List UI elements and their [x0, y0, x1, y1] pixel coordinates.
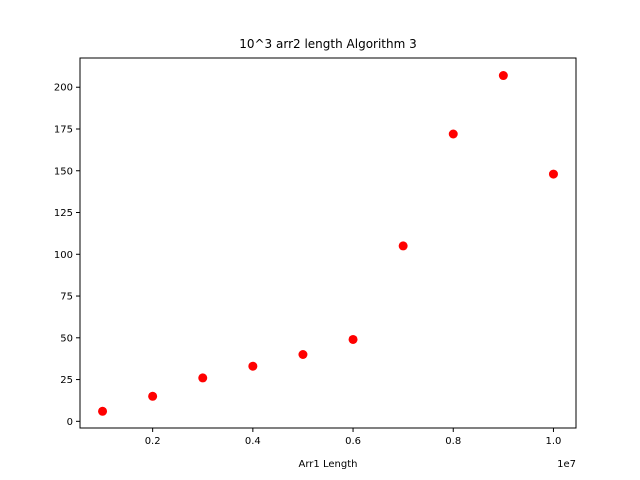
y-tick-label: 100: [54, 250, 73, 261]
y-tick-label: 75: [60, 292, 73, 303]
data-point: [98, 406, 108, 416]
x-axis-label: Arr1 Length: [299, 459, 358, 470]
data-point: [248, 361, 258, 371]
data-points: [98, 71, 558, 416]
plot-area: [79, 57, 577, 429]
y-tick-label: 150: [54, 166, 73, 177]
x-axis-ticks: 0.2 0.4 0.6 0.8 1.0: [145, 428, 562, 447]
y-tick-label: 25: [60, 375, 73, 386]
data-point: [398, 241, 408, 251]
data-point: [498, 71, 508, 81]
x-tick-label: 0.4: [245, 436, 261, 447]
x-tick-label: 0.2: [145, 436, 161, 447]
y-tick-label: 175: [54, 124, 73, 135]
chart-title: 10^3 arr2 length Algorithm 3: [239, 37, 417, 51]
data-point: [348, 334, 358, 344]
x-tick-label: 1.0: [546, 436, 562, 447]
data-point: [448, 129, 458, 139]
data-point: [148, 391, 158, 401]
y-axis-ticks: 0 25 50 75 100 125 150 175 200: [54, 83, 80, 428]
y-tick-label: 125: [54, 208, 73, 219]
y-tick-label: 50: [60, 333, 73, 344]
y-tick-label: 200: [54, 83, 73, 94]
x-tick-label: 0.8: [445, 436, 461, 447]
data-point: [548, 169, 558, 179]
x-axis-offset-text: 1e7: [557, 459, 576, 470]
data-point: [198, 373, 208, 383]
y-tick-label: 0: [67, 417, 73, 428]
x-tick-label: 0.6: [345, 436, 361, 447]
data-point: [298, 350, 308, 360]
